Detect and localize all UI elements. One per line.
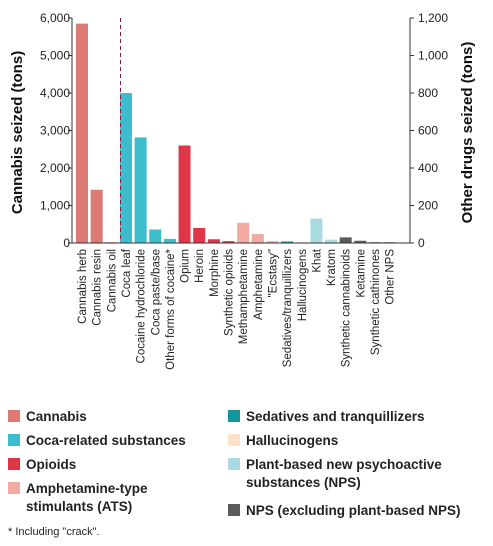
category-label: Amphetamine [253, 249, 265, 320]
legend-item-hallucinogens: Hallucinogens [228, 432, 490, 450]
legend-item-plant-nps: Plant-based new psychoactive substances … [228, 456, 490, 492]
category-label: Synthetic cannabinoids [341, 249, 353, 368]
left-tick-label: 3,000 [40, 124, 70, 138]
right-tick-label: 800 [418, 86, 438, 100]
footnote: * Including "crack". [8, 526, 100, 538]
category-label: Khat [311, 248, 323, 272]
legend-label: Hallucinogens [246, 433, 339, 448]
category-label: Heroin [194, 249, 206, 283]
legend-item-coca: Coca-related substances [8, 432, 218, 450]
bar-cannabis-resin [90, 189, 103, 243]
left-axis-ticks: 0 1,000 2,000 3,000 4,000 5,000 6,000 [40, 11, 72, 250]
bar-synthetic-cannabinoids [339, 237, 352, 244]
legend-label: Sedatives and tranquillizers [246, 409, 425, 424]
category-label: Coca leaf [121, 248, 133, 297]
left-tick-label: 0 [63, 236, 70, 250]
legend-swatch [228, 458, 240, 470]
category-label: Other forms of cocaine* [165, 248, 177, 369]
category-label: Morphine [209, 249, 221, 297]
category-label: Cannabis resin [92, 249, 104, 326]
legend-swatch [8, 458, 20, 470]
bar-ketamine [354, 240, 367, 243]
category-label: Hallucinogens [297, 249, 309, 321]
legend-label: Opioids [26, 457, 77, 472]
category-label: Other NPS [385, 249, 397, 305]
bar-opium [178, 145, 191, 243]
category-label: Ketamine [355, 249, 367, 298]
bar-synthetic-opioids [222, 241, 235, 244]
bar-heroin [193, 228, 206, 243]
legend-swatch [8, 434, 20, 446]
bar-methamphetamine [237, 222, 250, 243]
legend-item-cannabis: Cannabis [8, 408, 218, 426]
left-tick-label: 4,000 [40, 86, 70, 100]
right-tick-label: 600 [418, 124, 438, 138]
bar-morphine [207, 239, 220, 243]
category-label: Kratom [326, 249, 338, 286]
legend-label: Plant-based new psychoactive substances … [246, 457, 442, 490]
legend-swatch [228, 410, 240, 422]
category-labels: Cannabis herb Cannabis resin Cannabis oil C… [77, 248, 397, 370]
bar-khat [310, 218, 323, 244]
legend-label: NPS (excluding plant-based NPS) [246, 503, 461, 518]
category-label: Synthetic opioids [224, 249, 236, 336]
bar-kratom [325, 239, 338, 244]
right-axis-title: Other drugs seized (tons) [459, 42, 476, 224]
bar-sedatives-tranquillizers [281, 241, 294, 243]
legend-item-ats: Amphetamine-type stimulants (ATS) [8, 480, 218, 516]
legend-swatch [228, 434, 240, 446]
legend: Cannabis Sedatives and tranquillizers Coca… [8, 408, 493, 518]
legend-item-sedatives: Sedatives and tranquillizers [228, 408, 490, 426]
right-tick-label: 0 [418, 236, 425, 250]
category-label: Cocaine hydrochloride [136, 249, 148, 363]
right-tick-label: 200 [418, 199, 438, 213]
right-axis-ticks: 0 200 400 600 800 1,000 1,200 [410, 11, 448, 250]
bar-other-forms-of-cocaine [163, 238, 176, 244]
legend-label: Cannabis [26, 409, 87, 424]
category-label: Coca paste/base [150, 249, 162, 335]
legend-swatch [228, 504, 240, 516]
right-tick-label: 1,200 [418, 11, 448, 25]
category-label: Cannabis oil [106, 249, 118, 312]
legend-label: Coca-related substances [26, 433, 186, 448]
category-label: Synthetic cathinones [370, 249, 382, 355]
bar-cocaine-hydrochloride [134, 137, 147, 243]
legend-label: Amphetamine-type stimulants (ATS) [26, 481, 148, 514]
category-label: "Ecstasy" [267, 249, 279, 297]
legend-swatch [8, 410, 20, 422]
bar-chart: 0 1,000 2,000 3,000 4,000 5,000 6,000 0 200 400 6… [9, 11, 476, 370]
left-tick-label: 2,000 [40, 161, 70, 175]
right-tick-label: 400 [418, 161, 438, 175]
category-label: Methamphetamine [238, 249, 250, 344]
left-tick-label: 5,000 [40, 49, 70, 63]
category-label: Cannabis herb [77, 249, 89, 324]
bar-cannabis-herb [76, 23, 88, 244]
left-tick-label: 6,000 [40, 11, 70, 25]
legend-item-nps: NPS (excluding plant-based NPS) [228, 502, 490, 520]
bars-group [76, 23, 396, 244]
category-label: Sedatives/tranquillizers [282, 249, 294, 368]
legend-swatch [8, 482, 20, 494]
left-axis-title: Cannabis seized (tons) [9, 51, 26, 214]
legend-item-opioids: Opioids [8, 456, 218, 474]
bar-ecstasy [266, 241, 279, 244]
bar-amphetamine [251, 234, 264, 243]
bar-coca-leaf [119, 93, 132, 243]
category-label: Opium [180, 249, 192, 283]
bar-coca-paste-base [149, 229, 162, 243]
right-tick-label: 1,000 [418, 49, 448, 63]
left-tick-label: 1,000 [40, 199, 70, 213]
